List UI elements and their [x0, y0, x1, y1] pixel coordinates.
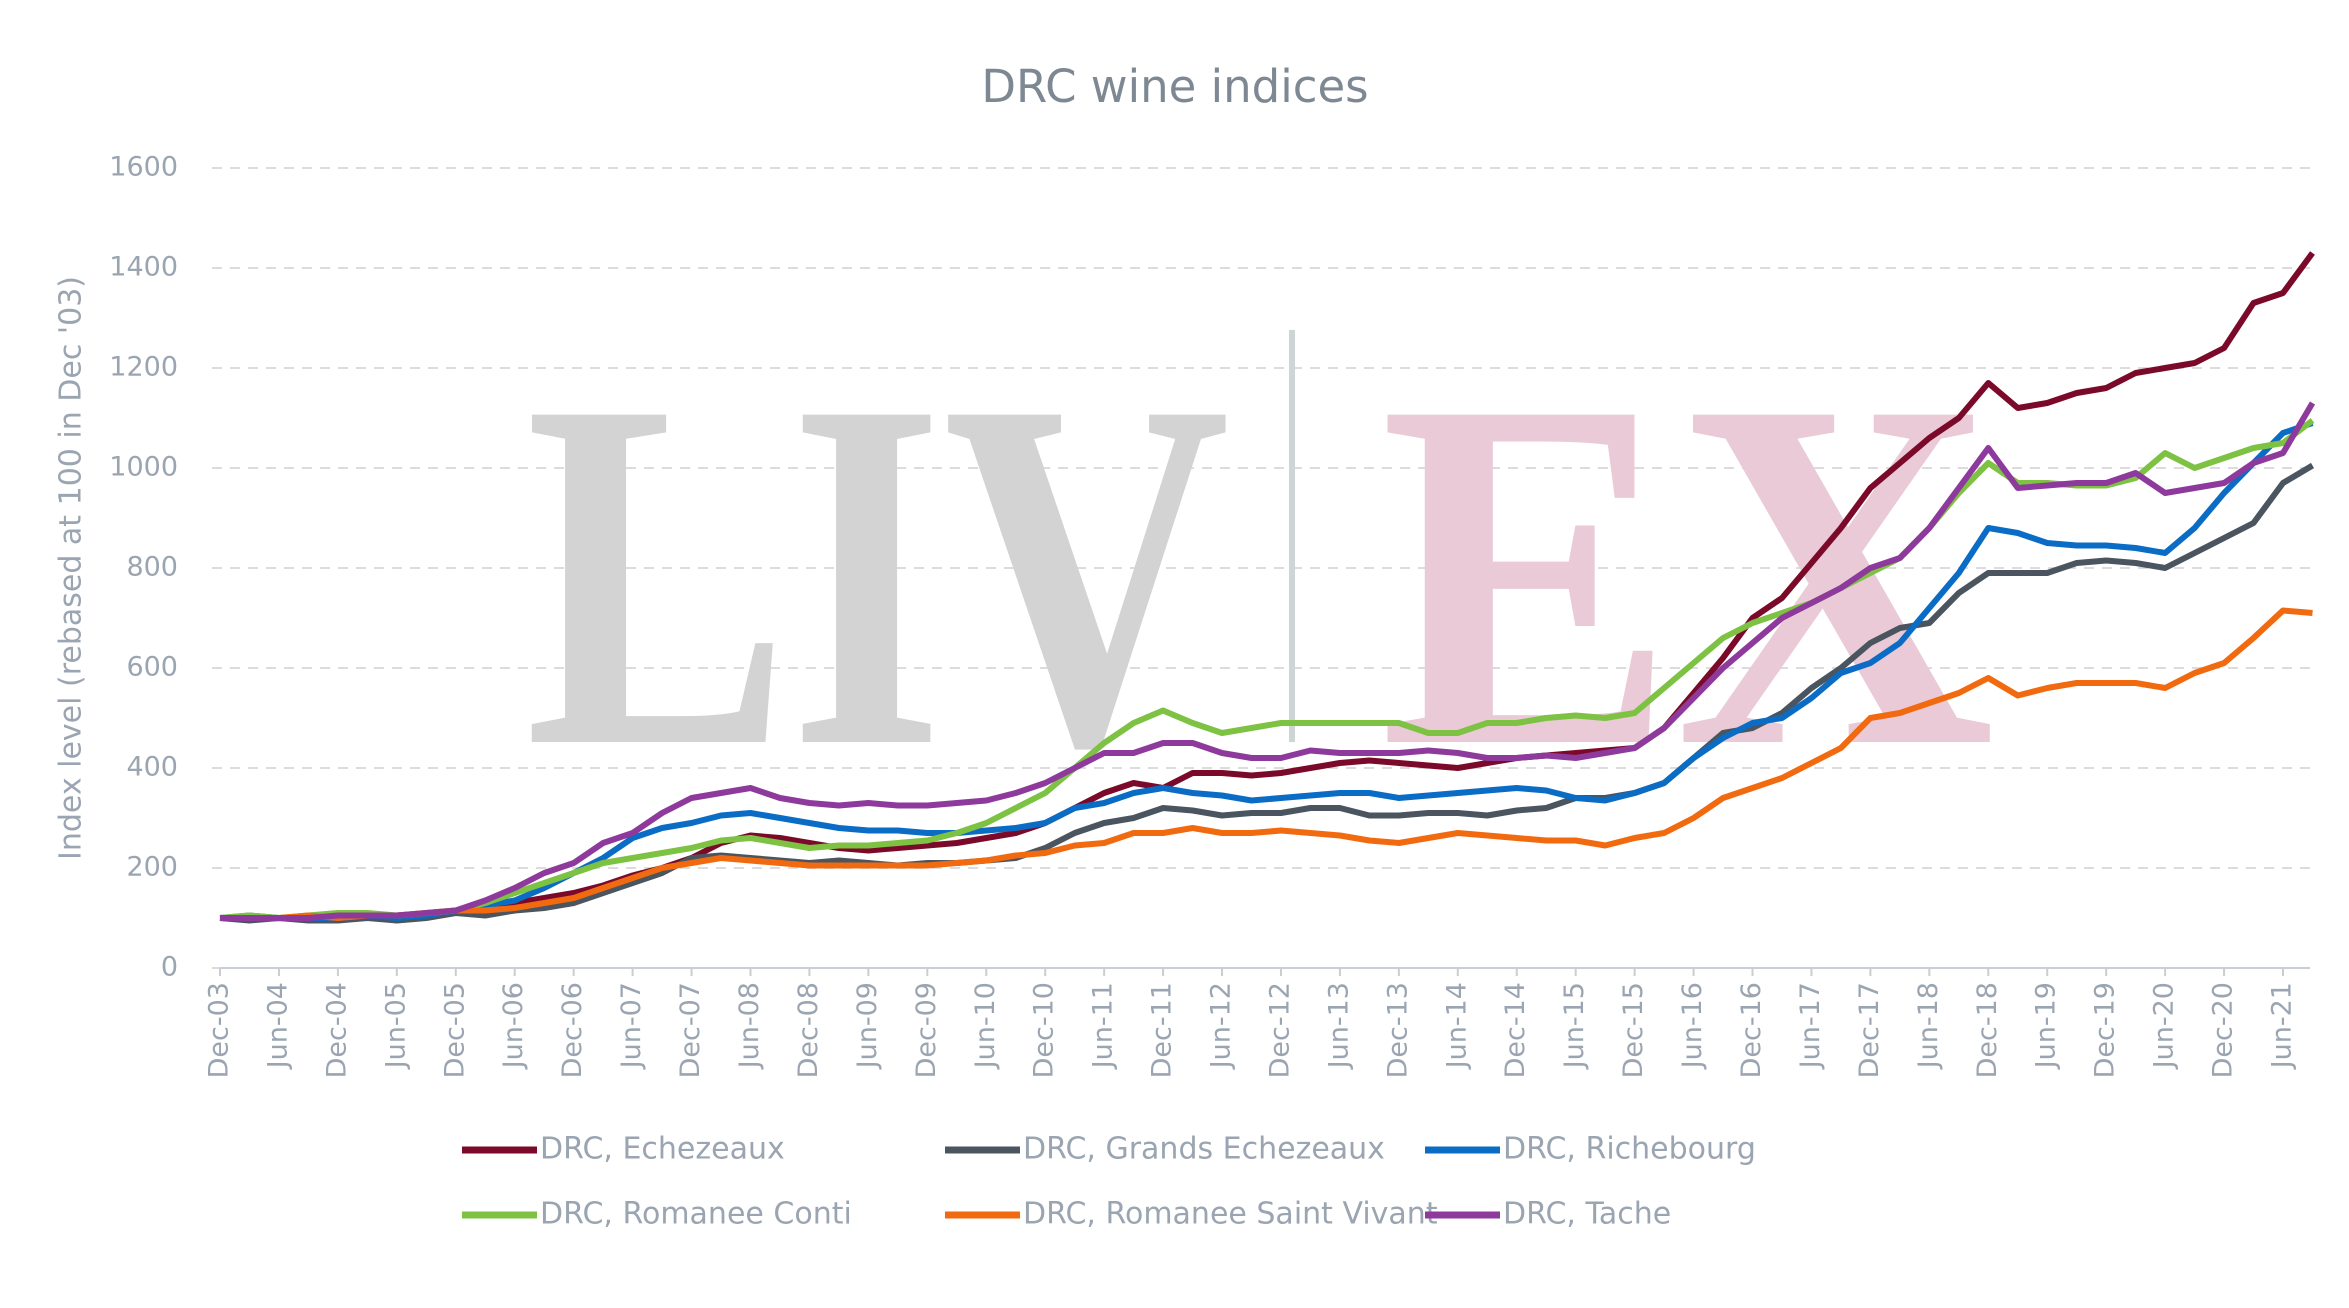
- x-tick-label: Dec-18: [1972, 982, 2003, 1078]
- series-line: [219, 418, 2315, 921]
- x-tick-label: Dec-04: [321, 982, 352, 1078]
- legend-label: DRC, Grands Echezeaux: [1023, 1132, 1385, 1167]
- y-axis-label: Index level (rebased at 100 in Dec '03): [54, 276, 89, 860]
- series-line: [220, 401, 2316, 921]
- y-tick-label: 800: [126, 552, 178, 583]
- x-tick-label: Jun-05: [380, 982, 411, 1070]
- x-tick-label: Jun-07: [616, 982, 647, 1070]
- y-tick-label: 1400: [109, 252, 178, 283]
- x-tick-label: Jun-13: [1323, 982, 1354, 1070]
- x-tick-label: Dec-13: [1382, 982, 1413, 1078]
- legend-label: DRC, Richebourg: [1503, 1132, 1756, 1167]
- x-tick-label: Jun-10: [970, 982, 1001, 1070]
- x-tick-label: Jun-19: [2031, 982, 2062, 1070]
- x-tick-label: Dec-19: [2090, 982, 2121, 1078]
- x-tick-label: Dec-20: [2208, 982, 2239, 1078]
- y-tick-label: 1600: [109, 152, 178, 183]
- series-line: [219, 251, 2315, 922]
- series-line: [220, 607, 2313, 921]
- legend-label: DRC, Echezeaux: [540, 1132, 785, 1167]
- x-tick-label: Dec-14: [1500, 982, 1531, 1078]
- x-tick-label: Dec-11: [1147, 982, 1178, 1078]
- series-line: [219, 462, 2315, 924]
- watermark: LIV: [525, 297, 1230, 851]
- y-tick-label: 1000: [109, 452, 178, 483]
- x-tick-label: Dec-08: [793, 982, 824, 1078]
- x-tick-label: Jun-16: [1677, 982, 1708, 1070]
- x-tick-label: Dec-03: [204, 982, 235, 1078]
- x-tick-label: Jun-17: [1795, 982, 1826, 1070]
- x-tick-label: Jun-12: [1206, 982, 1237, 1070]
- x-tick-label: Jun-20: [2149, 982, 2180, 1070]
- chart-title: DRC wine indices: [981, 60, 1368, 113]
- x-tick-label: Jun-11: [1088, 982, 1119, 1070]
- y-tick-label: 0: [161, 952, 178, 983]
- x-tick-label: Jun-06: [498, 982, 529, 1070]
- x-tick-label: Dec-05: [439, 982, 470, 1078]
- y-tick-label: 200: [126, 852, 178, 883]
- x-tick-label: Jun-14: [1441, 982, 1472, 1070]
- x-tick-label: Dec-07: [675, 982, 706, 1078]
- x-tick-label: Dec-12: [1264, 982, 1295, 1078]
- x-tick-label: Dec-09: [911, 982, 942, 1078]
- y-tick-label: 400: [126, 752, 178, 783]
- legend-label: DRC, Romanee Saint Vivant: [1023, 1197, 1438, 1232]
- x-tick-label: Dec-16: [1736, 982, 1767, 1078]
- x-tick-label: Jun-04: [262, 982, 293, 1070]
- x-tick-label: Dec-06: [557, 982, 588, 1078]
- x-tick-label: Jun-08: [734, 982, 765, 1070]
- y-tick-label: 1200: [109, 352, 178, 383]
- legend-label: DRC, Romanee Conti: [540, 1197, 852, 1232]
- x-tick-label: Jun-15: [1559, 982, 1590, 1070]
- x-tick-label: Jun-21: [2267, 982, 2298, 1070]
- x-tick-label: Jun-18: [1913, 982, 1944, 1070]
- y-tick-label: 600: [126, 652, 178, 683]
- x-tick-label: Dec-17: [1854, 982, 1885, 1078]
- x-tick-label: Dec-15: [1618, 982, 1649, 1078]
- x-tick-label: Dec-10: [1029, 982, 1060, 1078]
- x-tick-label: Jun-09: [852, 982, 883, 1070]
- legend-label: DRC, Tache: [1503, 1197, 1671, 1232]
